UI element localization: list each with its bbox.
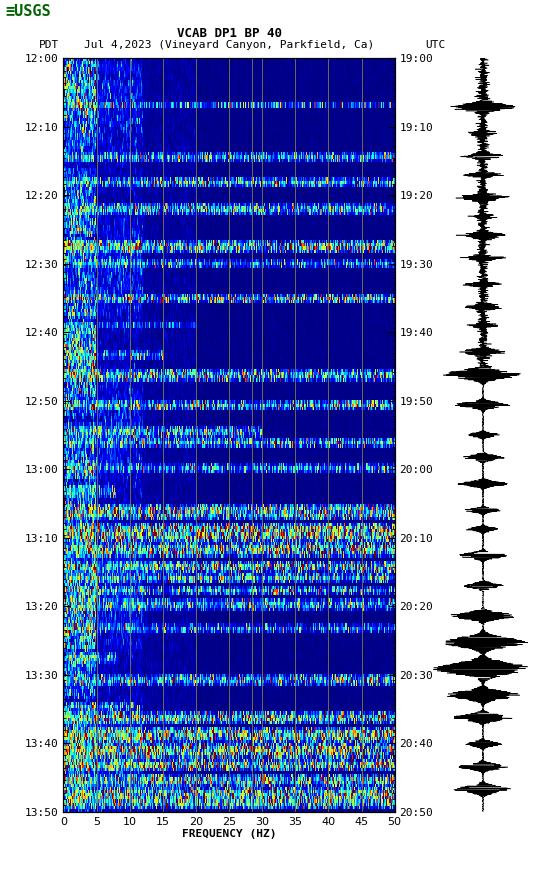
Text: PDT: PDT [39, 40, 59, 50]
Text: VCAB DP1 BP 40: VCAB DP1 BP 40 [177, 27, 282, 40]
X-axis label: FREQUENCY (HZ): FREQUENCY (HZ) [182, 830, 277, 839]
Text: ≡USGS: ≡USGS [6, 4, 51, 20]
Text: UTC: UTC [425, 40, 445, 50]
Text: Jul 4,2023 (Vineyard Canyon, Parkfield, Ca): Jul 4,2023 (Vineyard Canyon, Parkfield, … [84, 40, 374, 50]
Text: USGS: USGS [20, 11, 46, 21]
